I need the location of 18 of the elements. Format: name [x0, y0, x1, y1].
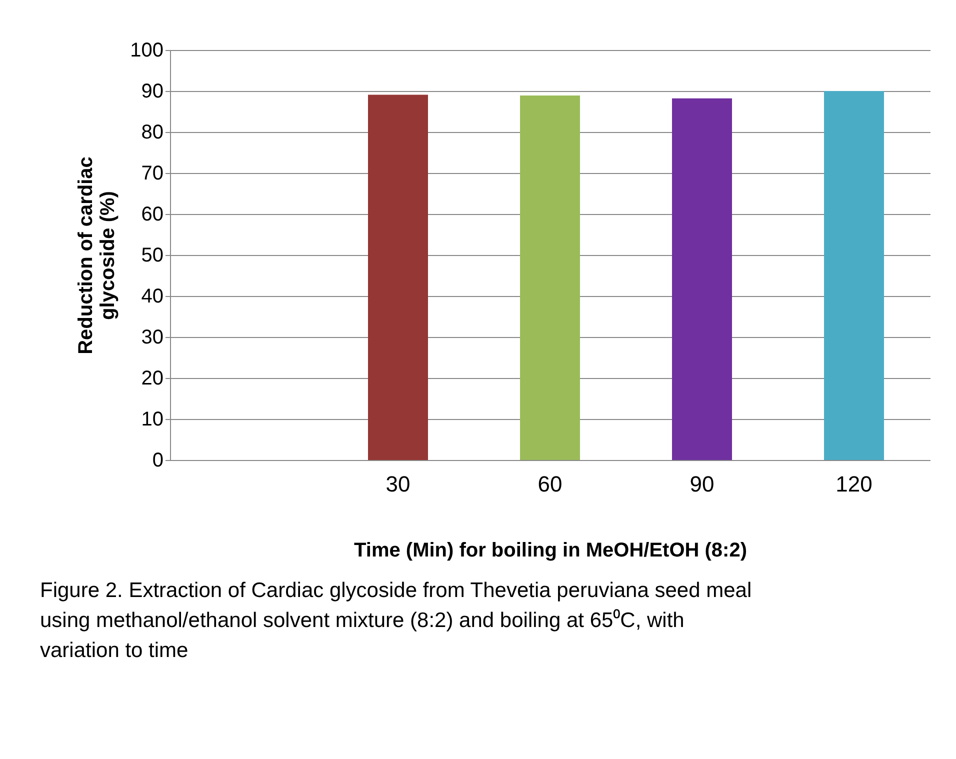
- x-tick-label: 90: [690, 472, 714, 496]
- y-tick-label: 30: [141, 326, 164, 348]
- x-tick-label: 60: [538, 472, 562, 496]
- y-tick-label: 50: [141, 244, 164, 266]
- y-tick-label: 80: [141, 122, 164, 144]
- x-tick-label: 120: [836, 472, 872, 496]
- y-tick-label: 20: [141, 368, 164, 390]
- y-tick-label: 60: [141, 204, 164, 226]
- y-tick-label: 10: [141, 408, 164, 430]
- y-tick-label: 100: [130, 40, 164, 62]
- x-tick-label: 30: [386, 472, 410, 496]
- caption: Figure 2. Extraction of Cardiac glycoside from Thevetia peruviana seed meal using methanol/ethanol solvent mixture (8:2) and boiling at 65⁰C, with variation to time: [40, 579, 752, 662]
- x-axis-title: Time (Min) for boiling in MeOH/EtOH (8:2): [354, 540, 747, 562]
- y-tick-label: 70: [141, 162, 164, 184]
- y-tick-label: 40: [141, 286, 164, 308]
- y-axis-title: Reduction of cardiac glycoside (%): [75, 156, 120, 354]
- y-tick-label: 90: [141, 80, 164, 102]
- y-tick-label: 0: [152, 450, 164, 472]
